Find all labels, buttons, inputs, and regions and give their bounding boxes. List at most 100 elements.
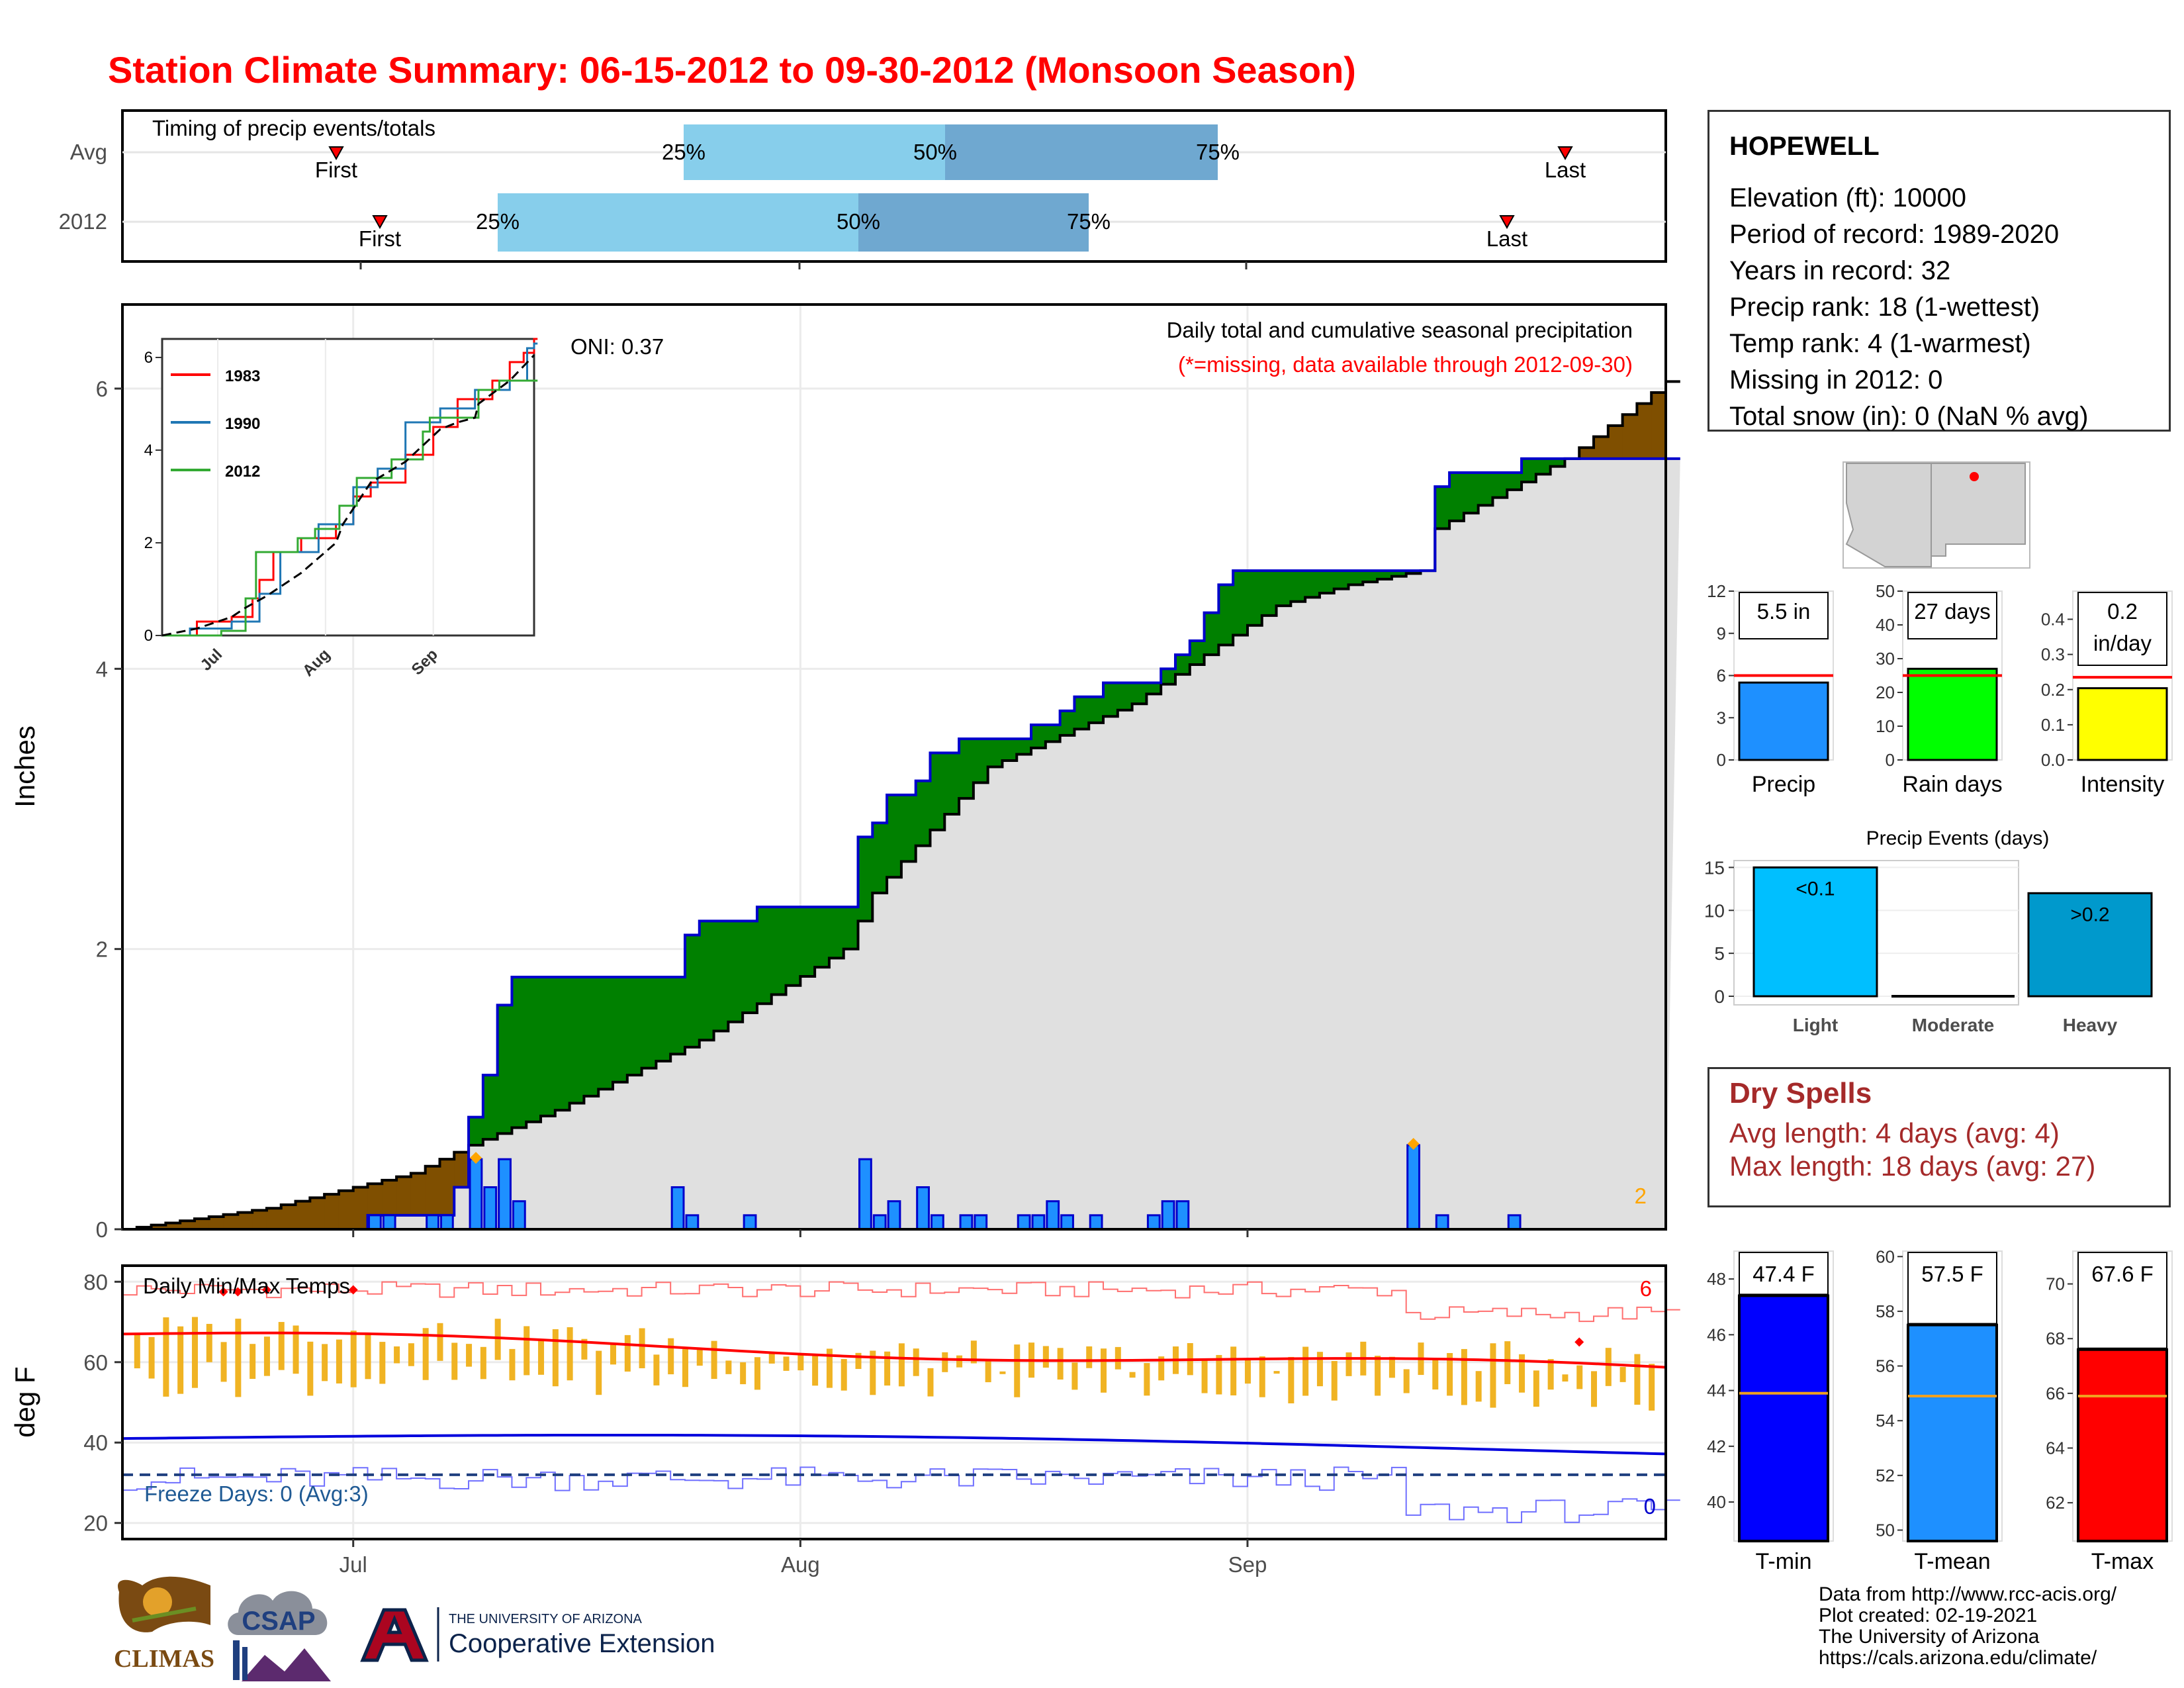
missing-marker: [1407, 1138, 1420, 1150]
daily-temp-range-bar: [567, 1327, 573, 1381]
summary-bar-y-tick-label: 50: [1876, 581, 1895, 601]
daily-temp-range-bar: [394, 1346, 400, 1364]
daily-temp-range-bar: [307, 1341, 314, 1396]
ua-logo: THE UNIVERSITY OF ARIZONA Cooperative Ex…: [360, 1607, 715, 1662]
daily-temp-range-bar: [552, 1329, 559, 1387]
daily-precip-bar: [1406, 1144, 1420, 1231]
station-temp-rank: Temp rank: 4 (1-warmest): [1729, 329, 2031, 358]
surplus-precip-step: [1247, 571, 1263, 626]
daily-precip-bar: [887, 1200, 901, 1231]
daily-temp-range-bar: [913, 1348, 919, 1376]
record-low-line: [122, 1466, 1680, 1523]
surplus-precip-step: [1492, 473, 1508, 498]
deficit-precip-step: [1594, 436, 1609, 459]
daily-temp-range-bar: [841, 1359, 847, 1391]
summary-bar-label-box: [2077, 592, 2167, 666]
temp-bar-y-tick-label: 44: [1707, 1381, 1726, 1401]
summary-bar-y-tick-label: 6: [1717, 666, 1726, 686]
deficit-precip-step: [367, 1184, 383, 1215]
temp-bar-t-max: 67.6 F 62 64 66 68 70 T-max: [2046, 1250, 2173, 1574]
summary-bar-precip: 5.5 in 0 3 6 9 12 Precip: [1707, 581, 1834, 797]
deficit-precip-step: [439, 1159, 455, 1215]
daily-precip-bar: [469, 1158, 483, 1231]
avg-pct-label: 25%: [662, 140, 705, 164]
temp-bar-label-box: [1907, 1252, 1997, 1325]
deficit-precip-step: [1608, 425, 1623, 459]
location-map: [1843, 461, 2030, 569]
temp-x-tick-label: Aug: [781, 1552, 820, 1577]
daily-temp-range-bar: [999, 1371, 1006, 1374]
y2012-pct-label: 75%: [1067, 209, 1111, 234]
surplus-precip-step: [959, 739, 974, 799]
csap-logo: CSAP: [228, 1591, 331, 1681]
temp-bar-t-min: 47.4 F 40 42 44 46 48 T-min: [1707, 1250, 1834, 1574]
daily-temp-range-bar: [163, 1317, 169, 1397]
deficit-precip-step: [324, 1194, 340, 1229]
daily-temp-range-bar: [437, 1323, 443, 1361]
daily-temp-range-bar: [523, 1326, 530, 1376]
daily-temp-range-bar: [1014, 1344, 1021, 1397]
temp-bar-y-tick-label: 62: [2046, 1493, 2065, 1513]
temp-bar-y-tick-label: 60: [1876, 1246, 1895, 1266]
daily-temp-range-bar: [898, 1343, 905, 1387]
precip-areas: [122, 380, 1680, 1231]
climas-wordmark: CLIMAS: [114, 1645, 214, 1673]
daily-temp-range-bar: [985, 1361, 991, 1383]
base-precip-area: [122, 458, 1680, 1230]
daily-temp-range-bar: [538, 1340, 545, 1375]
daily-precip-bar: [382, 1214, 396, 1231]
daily-precip-bar: [1175, 1200, 1190, 1231]
y2012-first-marker: [372, 215, 388, 230]
surplus-precip-step: [756, 907, 772, 1004]
daily-temp-range-bar: [350, 1331, 357, 1387]
daily-temp-range-bar: [1490, 1343, 1496, 1408]
summary-bar-y-tick-label: 40: [1876, 615, 1895, 635]
deficit-precip-step: [425, 1166, 441, 1215]
events-bars: 0 5 10 15 <0.1 Light Moderate >0.2 Heavy: [1704, 857, 2153, 1035]
daily-precip-bar: [483, 1186, 498, 1231]
timing-row-2012: 2012: [59, 209, 107, 234]
record-high-line: [122, 1281, 1680, 1323]
y2012-pct-label: 50%: [837, 209, 880, 234]
summary-bar-label: 27 days: [1914, 599, 1991, 624]
daily-precip-bar: [368, 1214, 382, 1231]
events-y-tick-label: 15: [1704, 857, 1725, 878]
daily-precip-bar: [1046, 1200, 1060, 1231]
daily-precip-bar: [512, 1200, 526, 1231]
missing-count: 2: [1635, 1184, 1647, 1208]
daily-temp-range-bar: [1388, 1356, 1395, 1378]
summary-bar: [2077, 687, 2168, 761]
daily-precip-bar: [743, 1214, 757, 1231]
surplus-precip-step: [598, 977, 614, 1090]
y2012-last-label: Last: [1486, 226, 1527, 251]
surplus-precip-step: [1463, 473, 1479, 514]
daily-precip-bar: [1161, 1200, 1175, 1231]
station-missing: Missing in 2012: 0: [1729, 365, 1943, 395]
daily-temp-range-bar: [1605, 1348, 1612, 1386]
daily-temp-range-bar: [322, 1344, 328, 1382]
surplus-precip-step: [858, 837, 873, 921]
surplus-precip-step: [973, 739, 989, 783]
daily-temp-range-bar: [451, 1342, 458, 1380]
daily-precip-bar: [1435, 1214, 1449, 1231]
footer-line-data: Data from http://www.rcc-acis.org/: [1819, 1583, 2117, 1605]
surplus-precip-step: [1319, 571, 1335, 594]
temp-bar-label-box: [2077, 1252, 2167, 1349]
surplus-precip-step: [656, 977, 671, 1061]
surplus-precip-step: [1449, 473, 1465, 521]
daily-temp-range-bar: [250, 1344, 256, 1380]
summary-bar-intensity: 0.2 in/day 0.0 0.1 0.2 0.3 0.4 Intensity: [2041, 590, 2173, 797]
daily-precip-bar: [1031, 1214, 1046, 1231]
daily-temp-range-bar: [263, 1336, 270, 1376]
summary-bar: [1738, 681, 1829, 761]
deficit-precip-step: [208, 1216, 224, 1229]
summary-bar-label: 5.5 in: [1757, 599, 1811, 624]
inset-y-tick-label: 0: [144, 627, 153, 645]
daily-temp-range-bar: [942, 1352, 948, 1372]
deficit-precip-step: [1651, 393, 1666, 459]
station-elevation: Elevation (ft): 10000: [1729, 183, 1966, 212]
daily-precip-bar: [1507, 1214, 1522, 1231]
daily-temp-range-bar: [1619, 1366, 1626, 1382]
daily-precip-bar: [974, 1214, 988, 1231]
daily-precip-bar: [1017, 1214, 1031, 1231]
